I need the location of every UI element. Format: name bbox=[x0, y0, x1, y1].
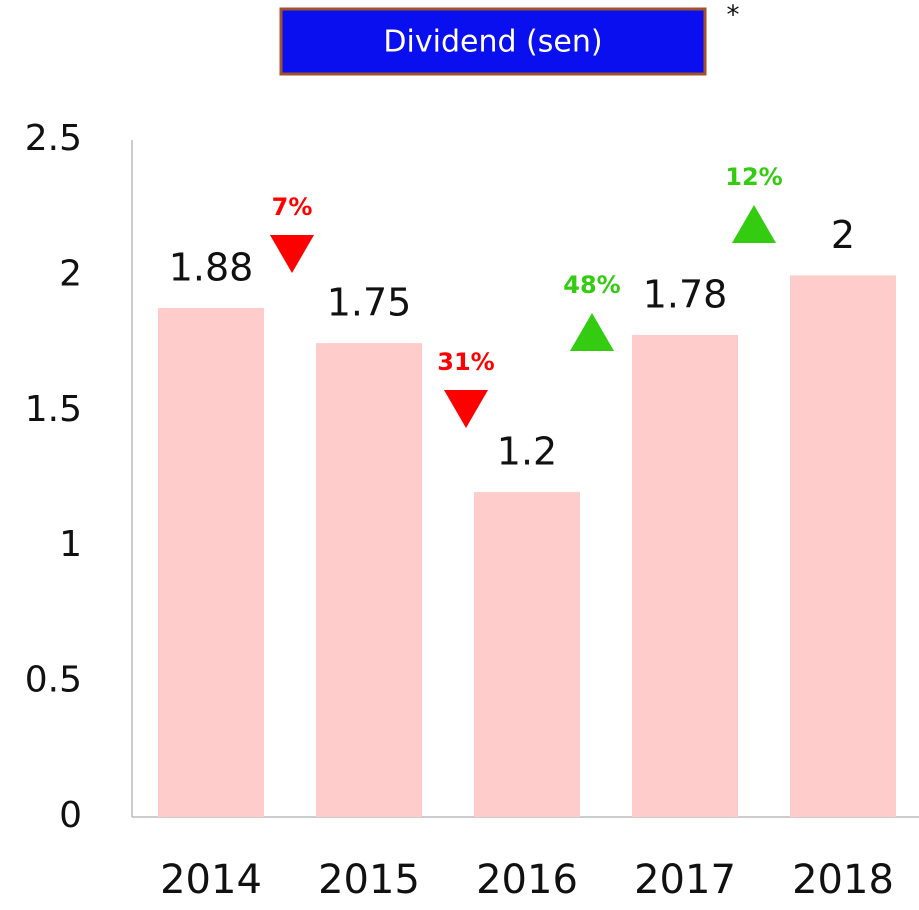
change-label: 7% bbox=[272, 193, 313, 221]
y-tick-label: 0 bbox=[59, 795, 82, 836]
y-tick-label: 1 bbox=[59, 524, 82, 565]
x-tick-label: 2018 bbox=[792, 857, 894, 903]
change-label: 48% bbox=[563, 271, 620, 299]
data-label: 1.75 bbox=[327, 281, 412, 325]
change-label: 12% bbox=[725, 163, 782, 191]
bar bbox=[474, 492, 580, 817]
y-tick-label: 2.5 bbox=[25, 118, 82, 159]
change-label: 31% bbox=[437, 348, 494, 376]
bar bbox=[316, 343, 422, 817]
change-marker bbox=[270, 235, 314, 273]
change-marker bbox=[732, 205, 776, 243]
data-label: 2 bbox=[831, 213, 855, 257]
bar bbox=[158, 307, 264, 817]
change-marker bbox=[444, 390, 488, 428]
y-tick-label: 0.5 bbox=[25, 660, 82, 701]
bar bbox=[632, 334, 738, 817]
title-box bbox=[279, 7, 707, 76]
x-tick-label: 2016 bbox=[476, 857, 578, 903]
chart-title: Dividend (sen) bbox=[383, 25, 602, 60]
bar bbox=[790, 275, 896, 817]
change-marker bbox=[570, 313, 614, 351]
x-tick-label: 2015 bbox=[318, 857, 420, 903]
note: * bbox=[727, 1, 740, 31]
data-label: 1.88 bbox=[169, 245, 254, 289]
x-tick-label: 2017 bbox=[634, 857, 736, 903]
x-tick-label: 2014 bbox=[160, 857, 262, 903]
data-label: 1.2 bbox=[497, 430, 557, 474]
y-tick-label: 1.5 bbox=[25, 389, 82, 430]
data-label: 1.78 bbox=[643, 272, 728, 316]
y-tick-label: 2 bbox=[59, 253, 82, 294]
